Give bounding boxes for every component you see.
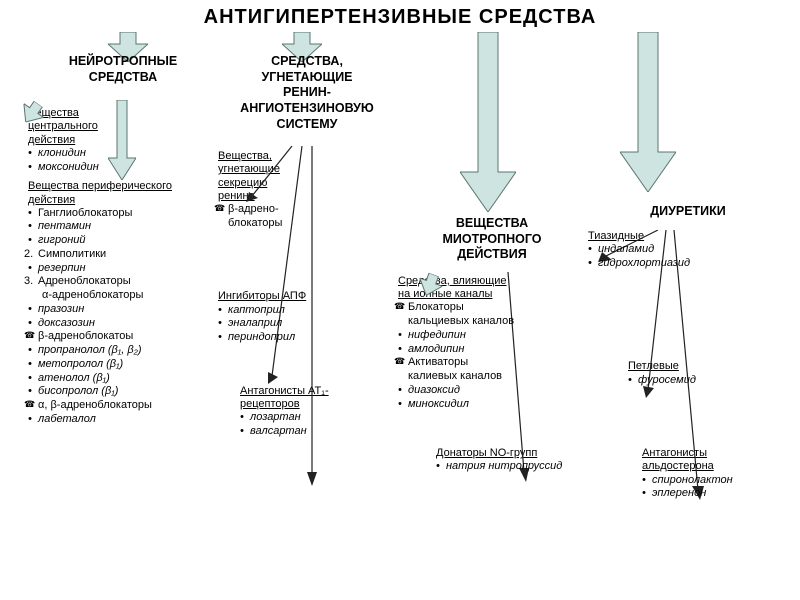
column-diuretics: ДИУРЕТИКИ Тиазидные индапамид гидрохлорт…: [598, 54, 778, 501]
list-item: моксонидин: [28, 161, 218, 175]
c3-b1-list: Блокаторы кальциевых каналов нифедипин а…: [398, 301, 582, 411]
c4-b2-list: фуросемид: [628, 374, 778, 388]
list-item: Активаторы калиевых каналов: [398, 356, 582, 384]
list-item: валсартан: [240, 425, 392, 439]
column-renin: СРЕДСТВА, УГНЕТАЮЩИЕ РЕНИН- АНГИОТЕНЗИНО…: [222, 54, 392, 439]
list-item: β-адрено- блокаторы: [218, 203, 392, 231]
list-item: β-адреноблокатоы: [28, 330, 218, 344]
list-item: нифедипин: [398, 329, 582, 343]
col1-title: НЕЙРОТРОПНЫЕ СРЕДСТВА: [28, 54, 218, 85]
c1-b2-list: Ганглиоблокаторы пентамин гигроний Симпо…: [28, 207, 218, 427]
list-item: доксазозин: [28, 317, 218, 331]
c3-b2-list: натрия нитропруссид: [436, 460, 582, 474]
c2-b1-list: β-адрено- блокаторы: [218, 203, 392, 231]
c2-b3-list: лозартан валсартан: [240, 411, 392, 439]
c1-b2-hdr: Вещества периферического действия: [28, 180, 218, 206]
list-item: α, β-адреноблокаторы: [28, 399, 218, 413]
list-item: фуросемид: [628, 374, 778, 388]
column-myotropic: ВЕЩЕСТВА МИОТРОПНОГО ДЕЙСТВИЯ Средства, …: [402, 54, 582, 474]
list-item: гидрохлортиазид: [588, 257, 778, 271]
col4-title: ДИУРЕТИКИ: [598, 204, 778, 220]
list-item: резерпин: [28, 262, 218, 276]
list-item: пентамин: [28, 220, 218, 234]
list-item: Блокаторы кальциевых каналов: [398, 301, 582, 329]
list-item: метопролол (β₁): [28, 358, 218, 372]
list-item: амлодипин: [398, 343, 582, 357]
list-item: пропранолол (β₁, β₂): [28, 344, 218, 358]
list-item: Симполитики: [28, 248, 218, 262]
list-item: натрия нитропруссид: [436, 460, 582, 474]
list-item: индапамид: [588, 243, 778, 257]
list-item: диазоксид: [398, 384, 582, 398]
list-item: спиронолактон: [642, 474, 778, 488]
list-item: празозин: [28, 303, 218, 317]
list-item: клонидин: [28, 147, 218, 161]
c1-b1-list: клонидин моксонидин: [28, 147, 218, 175]
list-item: каптоприл: [218, 304, 392, 318]
list-item: лозартан: [240, 411, 392, 425]
page-title: АНТИГИПЕРТЕНЗИВНЫЕ СРЕДСТВА: [204, 6, 597, 29]
col2-title: СРЕДСТВА, УГНЕТАЮЩИЕ РЕНИН- АНГИОТЕНЗИНО…: [222, 54, 392, 132]
list-item: гигроний: [28, 234, 218, 248]
list-item: α-адреноблокаторы: [28, 289, 218, 303]
list-item: Ганглиоблокаторы: [28, 207, 218, 221]
column-neurotropic: НЕЙРОТРОПНЫЕ СРЕДСТВА Вещества центральн…: [28, 54, 218, 427]
c4-b3-list: спиронолактон эплеренон: [642, 474, 778, 502]
c4-b1-list: индапамид гидрохлортиазид: [588, 243, 778, 271]
col3-title: ВЕЩЕСТВА МИОТРОПНОГО ДЕЙСТВИЯ: [402, 216, 582, 263]
list-item: эплеренон: [642, 487, 778, 501]
list-item: Адреноблокаторы: [28, 275, 218, 289]
list-item: атенолол (β₁): [28, 372, 218, 386]
list-item: эналаприл: [218, 317, 392, 331]
list-item: бисопролол (β₁): [28, 385, 218, 399]
list-item: лабеталол: [28, 413, 218, 427]
c2-b2-list: каптоприл эналаприл периндоприл: [218, 304, 392, 345]
list-item: периндоприл: [218, 331, 392, 345]
list-item: миноксидил: [398, 398, 582, 412]
